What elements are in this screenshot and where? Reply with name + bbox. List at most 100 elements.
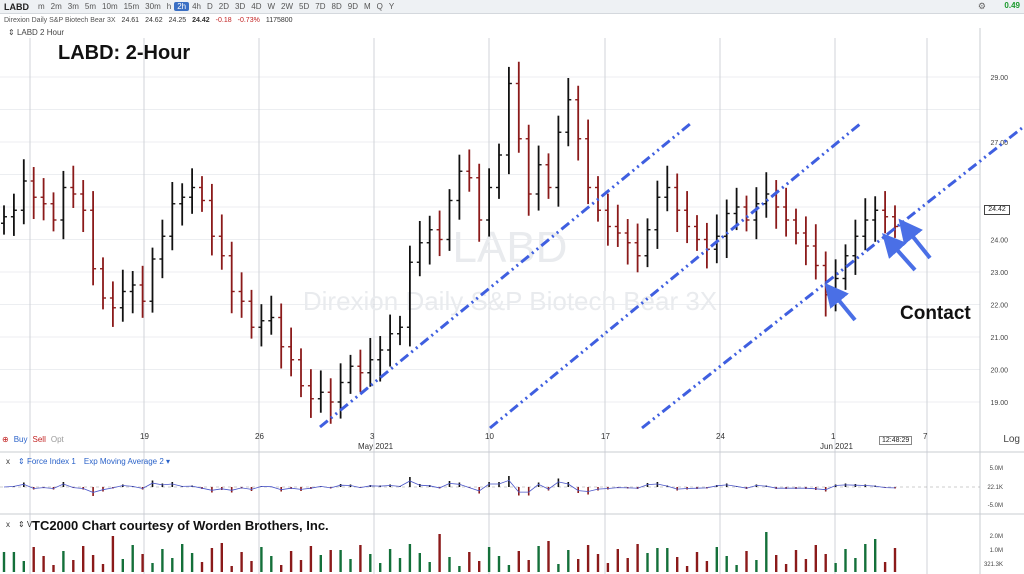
gear-icon[interactable]: ⚙ (977, 1, 986, 11)
option-button[interactable]: Opt (50, 435, 64, 444)
timeframe-W[interactable]: W (267, 2, 276, 11)
timeframe-D[interactable]: D (207, 2, 213, 11)
close-panel-icon[interactable]: x (6, 457, 10, 466)
date-tick-label: 3 (370, 432, 375, 441)
timeframe-4D[interactable]: 4D (251, 2, 262, 11)
price-bar (119, 269, 126, 322)
timeframe-30m[interactable]: 30m (145, 2, 161, 11)
price-bar (852, 219, 859, 275)
price-bar (288, 327, 295, 377)
open-value: 24.61 (121, 17, 140, 24)
price-bar (872, 196, 879, 242)
price-bar (169, 181, 176, 251)
buy-button[interactable]: Buy (13, 435, 28, 444)
volume-header: x ⇕ V (6, 520, 32, 529)
last-value: 24.42 (192, 17, 210, 24)
price-bar (218, 214, 225, 270)
timeframe-h[interactable]: h (166, 2, 172, 11)
timeframe-7D[interactable]: 7D (315, 2, 326, 11)
price-tick-label: 19.00 (990, 400, 1008, 407)
date-tick-label: 26 (255, 432, 264, 441)
timeframe-4h[interactable]: 4h (192, 2, 201, 11)
price-bar (20, 159, 27, 225)
symbol-label[interactable]: LABD (4, 1, 29, 12)
price-bar (634, 223, 641, 273)
ema-label[interactable]: Exp Moving Average 2 ▾ (83, 457, 171, 466)
price-bar (347, 354, 354, 394)
ema-text: Exp Moving Average 2 (83, 457, 164, 466)
price-bar (684, 191, 691, 244)
price-bar (783, 187, 790, 237)
sell-button[interactable]: Sell (32, 435, 46, 444)
time-tag: 12:48:29 (879, 436, 913, 445)
price-bar (298, 348, 304, 398)
price-bar (476, 163, 483, 242)
price-bar (179, 183, 186, 226)
price-axis: 19.0020.0021.0022.0023.0024.0025.0027.00… (990, 75, 1008, 407)
log-scale-toggle[interactable]: Log (1003, 434, 1020, 445)
price-bar (139, 265, 146, 318)
timeframe-15m[interactable]: 15m (123, 2, 140, 11)
price-tick-label: 20.00 (990, 368, 1008, 375)
price-bar (842, 244, 849, 290)
price-bar (703, 222, 710, 269)
trade-icon: ⊕ (2, 435, 9, 444)
volume-drag-icon[interactable]: ⇕ V (18, 520, 33, 529)
price-bar (802, 216, 809, 266)
date-tick-label: May 2021 (358, 442, 394, 451)
timeframe-3m[interactable]: 3m (67, 2, 79, 11)
price-bar (189, 168, 196, 214)
price-bar (367, 337, 374, 387)
timeframe-2m[interactable]: 2m (50, 2, 62, 11)
price-bar (80, 180, 87, 233)
price-bar (90, 191, 97, 286)
price-bar (159, 219, 166, 279)
timeframe-m[interactable]: m (38, 2, 45, 11)
annotation-title: LABD: 2-Hour (58, 42, 191, 64)
timeframe-M[interactable]: M (363, 2, 371, 11)
price-bar (446, 189, 453, 251)
price-bar (307, 369, 314, 418)
chart-name-text: LABD 2 Hour (16, 28, 65, 37)
ema-line (3, 479, 896, 493)
price-tick-label: 27.00 (990, 140, 1008, 147)
watermark-name: Direxion Daily S&P Biotech Bear 3X (303, 286, 717, 316)
timeframe-2h[interactable]: 2h (174, 2, 190, 11)
price-bar (357, 349, 364, 392)
price-bar (753, 187, 760, 240)
price-bar (317, 370, 324, 413)
timeframe-2W[interactable]: 2W (281, 2, 294, 11)
timeframe-2D[interactable]: 2D (218, 2, 230, 11)
price-bar (238, 272, 245, 318)
timeframe-8D[interactable]: 8D (331, 2, 342, 11)
price-bar (50, 192, 57, 232)
volume-tick-label: 2.0M (990, 534, 1003, 540)
arrow-icon (882, 233, 917, 272)
price-bar (397, 315, 403, 346)
price-bar (694, 215, 700, 251)
watermark-symbol: LABD (453, 223, 568, 272)
timeframe-Y[interactable]: Y (388, 2, 395, 11)
price-bar (743, 195, 750, 232)
timeframe-5m[interactable]: 5m (84, 2, 97, 11)
price-bar (278, 303, 285, 369)
timeframe-10m[interactable]: 10m (102, 2, 118, 11)
chart-name-label[interactable]: ⇕ LABD 2 Hour (8, 28, 65, 37)
timeframe-3D[interactable]: 3D (235, 2, 246, 11)
change-readout: 0.49 (1004, 1, 1020, 10)
high-value: 24.62 (145, 17, 163, 24)
price-bar (70, 165, 77, 208)
percent-change: -0.73% (237, 17, 260, 24)
timeframe-9D[interactable]: 9D (347, 2, 358, 11)
force-index-label[interactable]: ⇕ Force Index 1 (18, 457, 76, 466)
arrow-icon (824, 282, 857, 322)
price-bar (862, 198, 869, 251)
price-tick-label: 23.00 (990, 270, 1008, 277)
timeframe-Q[interactable]: Q (376, 2, 383, 11)
quote-bar: Direxion Daily S&P Biotech Bear 3X 24.61… (0, 14, 1024, 27)
price-bar (674, 173, 681, 233)
arrow-icon (898, 218, 932, 260)
timeframe-5D[interactable]: 5D (299, 2, 310, 11)
close-volume-icon[interactable]: x (6, 520, 10, 529)
